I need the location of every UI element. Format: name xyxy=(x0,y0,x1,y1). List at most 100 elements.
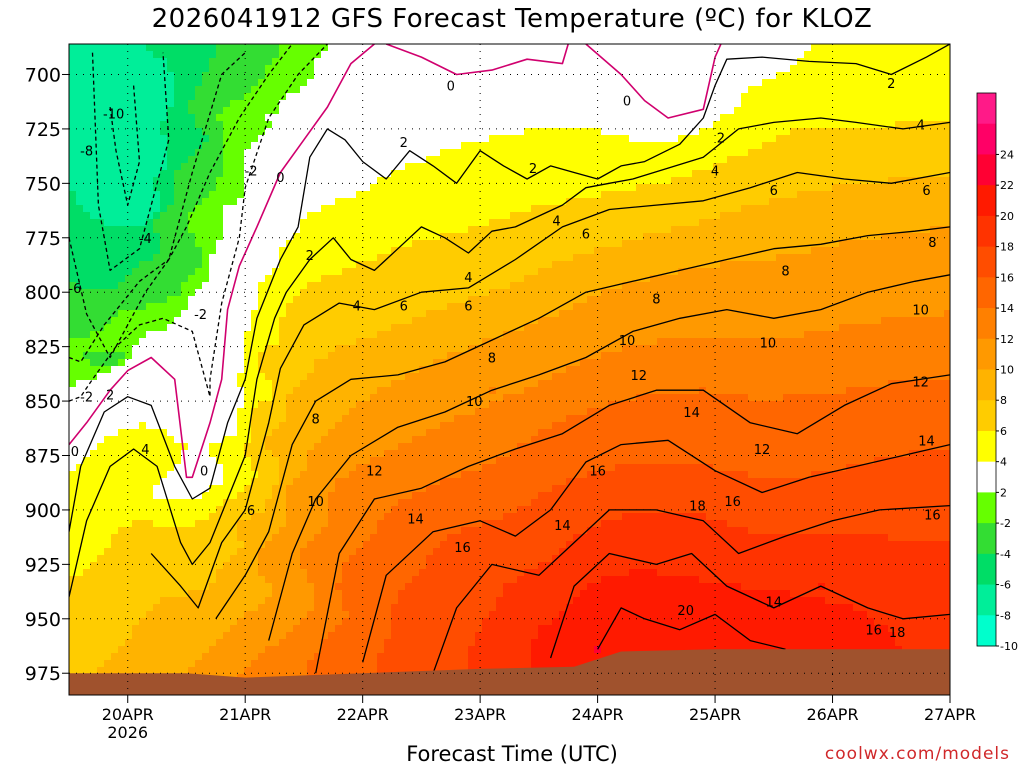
heatmap-cell xyxy=(153,107,161,115)
heatmap-cell xyxy=(146,296,154,304)
heatmap-cell xyxy=(286,632,294,640)
heatmap-cell xyxy=(349,604,357,612)
heatmap-cell xyxy=(356,107,364,115)
heatmap-cell xyxy=(188,177,196,185)
heatmap-cell xyxy=(97,373,105,381)
heatmap-cell xyxy=(412,499,420,507)
heatmap-cell xyxy=(76,639,84,647)
heatmap-cell xyxy=(153,450,161,458)
heatmap-cell xyxy=(181,646,189,654)
heatmap-cell xyxy=(440,177,448,185)
heatmap-cell xyxy=(146,632,154,640)
heatmap-cell xyxy=(293,338,301,346)
heatmap-cell xyxy=(356,240,364,248)
heatmap-cell xyxy=(398,401,406,409)
heatmap-cell xyxy=(405,618,413,626)
heatmap-cell xyxy=(293,191,301,199)
heatmap-cell xyxy=(167,667,175,675)
heatmap-cell xyxy=(300,261,308,269)
heatmap-cell xyxy=(370,233,378,241)
heatmap-cell xyxy=(139,408,147,416)
heatmap-cell xyxy=(69,478,77,486)
heatmap-cell xyxy=(440,373,448,381)
heatmap-cell xyxy=(237,534,245,542)
heatmap-cell xyxy=(118,254,126,262)
heatmap-cell xyxy=(356,58,364,66)
heatmap-cell xyxy=(195,380,203,388)
heatmap-cell xyxy=(286,562,294,570)
heatmap-cell xyxy=(391,338,399,346)
heatmap-cell xyxy=(237,324,245,332)
heatmap-cell xyxy=(195,513,203,521)
heatmap-cell xyxy=(370,569,378,577)
heatmap-cell xyxy=(209,226,217,234)
heatmap-cell xyxy=(69,359,77,367)
heatmap-cell xyxy=(216,646,224,654)
heatmap-cell xyxy=(76,632,84,640)
heatmap-cell xyxy=(328,667,336,675)
heatmap-cell xyxy=(167,408,175,416)
heatmap-cell xyxy=(363,170,371,178)
heatmap-cell xyxy=(356,338,364,346)
heatmap-cell xyxy=(398,219,406,227)
heatmap-cell xyxy=(216,408,224,416)
heatmap-cell xyxy=(356,653,364,661)
heatmap-cell xyxy=(216,583,224,591)
heatmap-cell xyxy=(342,597,350,605)
heatmap-cell xyxy=(426,289,434,297)
heatmap-cell xyxy=(370,555,378,563)
heatmap-cell xyxy=(174,359,182,367)
heatmap-cell xyxy=(69,212,77,220)
heatmap-cell xyxy=(370,352,378,360)
heatmap-cell xyxy=(167,555,175,563)
heatmap-cell xyxy=(342,226,350,234)
heatmap-cell xyxy=(181,415,189,423)
heatmap-cell xyxy=(426,618,434,626)
heatmap-cell xyxy=(153,464,161,472)
heatmap-cell xyxy=(230,555,238,563)
heatmap-cell xyxy=(209,611,217,619)
heatmap-cell xyxy=(76,86,84,94)
heatmap-cell xyxy=(83,457,91,465)
heatmap-cell xyxy=(146,163,154,171)
heatmap-cell xyxy=(272,464,280,472)
heatmap-cell xyxy=(426,219,434,227)
heatmap-cell xyxy=(76,366,84,374)
heatmap-cell xyxy=(202,212,210,220)
heatmap-cell xyxy=(328,555,336,563)
heatmap-cell xyxy=(153,205,161,213)
heatmap-cell xyxy=(83,492,91,500)
heatmap-cell xyxy=(209,331,217,339)
heatmap-cell xyxy=(286,359,294,367)
heatmap-cell xyxy=(230,191,238,199)
heatmap-cell xyxy=(265,646,273,654)
heatmap-cell xyxy=(321,261,329,269)
heatmap-cell xyxy=(321,275,329,283)
heatmap-cell xyxy=(202,380,210,388)
heatmap-cell xyxy=(188,639,196,647)
heatmap-cell xyxy=(69,527,77,535)
heatmap-cell xyxy=(97,282,105,290)
heatmap-cell xyxy=(356,625,364,633)
heatmap-cell xyxy=(167,254,175,262)
heatmap-cell xyxy=(349,317,357,325)
heatmap-cell xyxy=(272,44,280,52)
heatmap-cell xyxy=(195,79,203,87)
heatmap-cell xyxy=(237,457,245,465)
heatmap-cell xyxy=(342,184,350,192)
heatmap-cell xyxy=(83,569,91,577)
heatmap-cell xyxy=(265,289,273,297)
heatmap-cell xyxy=(139,191,147,199)
heatmap-cell xyxy=(405,282,413,290)
heatmap-cell xyxy=(125,506,133,514)
heatmap-cell xyxy=(209,394,217,402)
heatmap-cell xyxy=(111,471,119,479)
heatmap-cell xyxy=(125,457,133,465)
heatmap-cell xyxy=(90,450,98,458)
heatmap-cell xyxy=(258,450,266,458)
heatmap-cell xyxy=(125,51,133,59)
heatmap-cell xyxy=(181,58,189,66)
heatmap-cell xyxy=(76,611,84,619)
heatmap-cell xyxy=(377,618,385,626)
heatmap-cell xyxy=(76,100,84,108)
